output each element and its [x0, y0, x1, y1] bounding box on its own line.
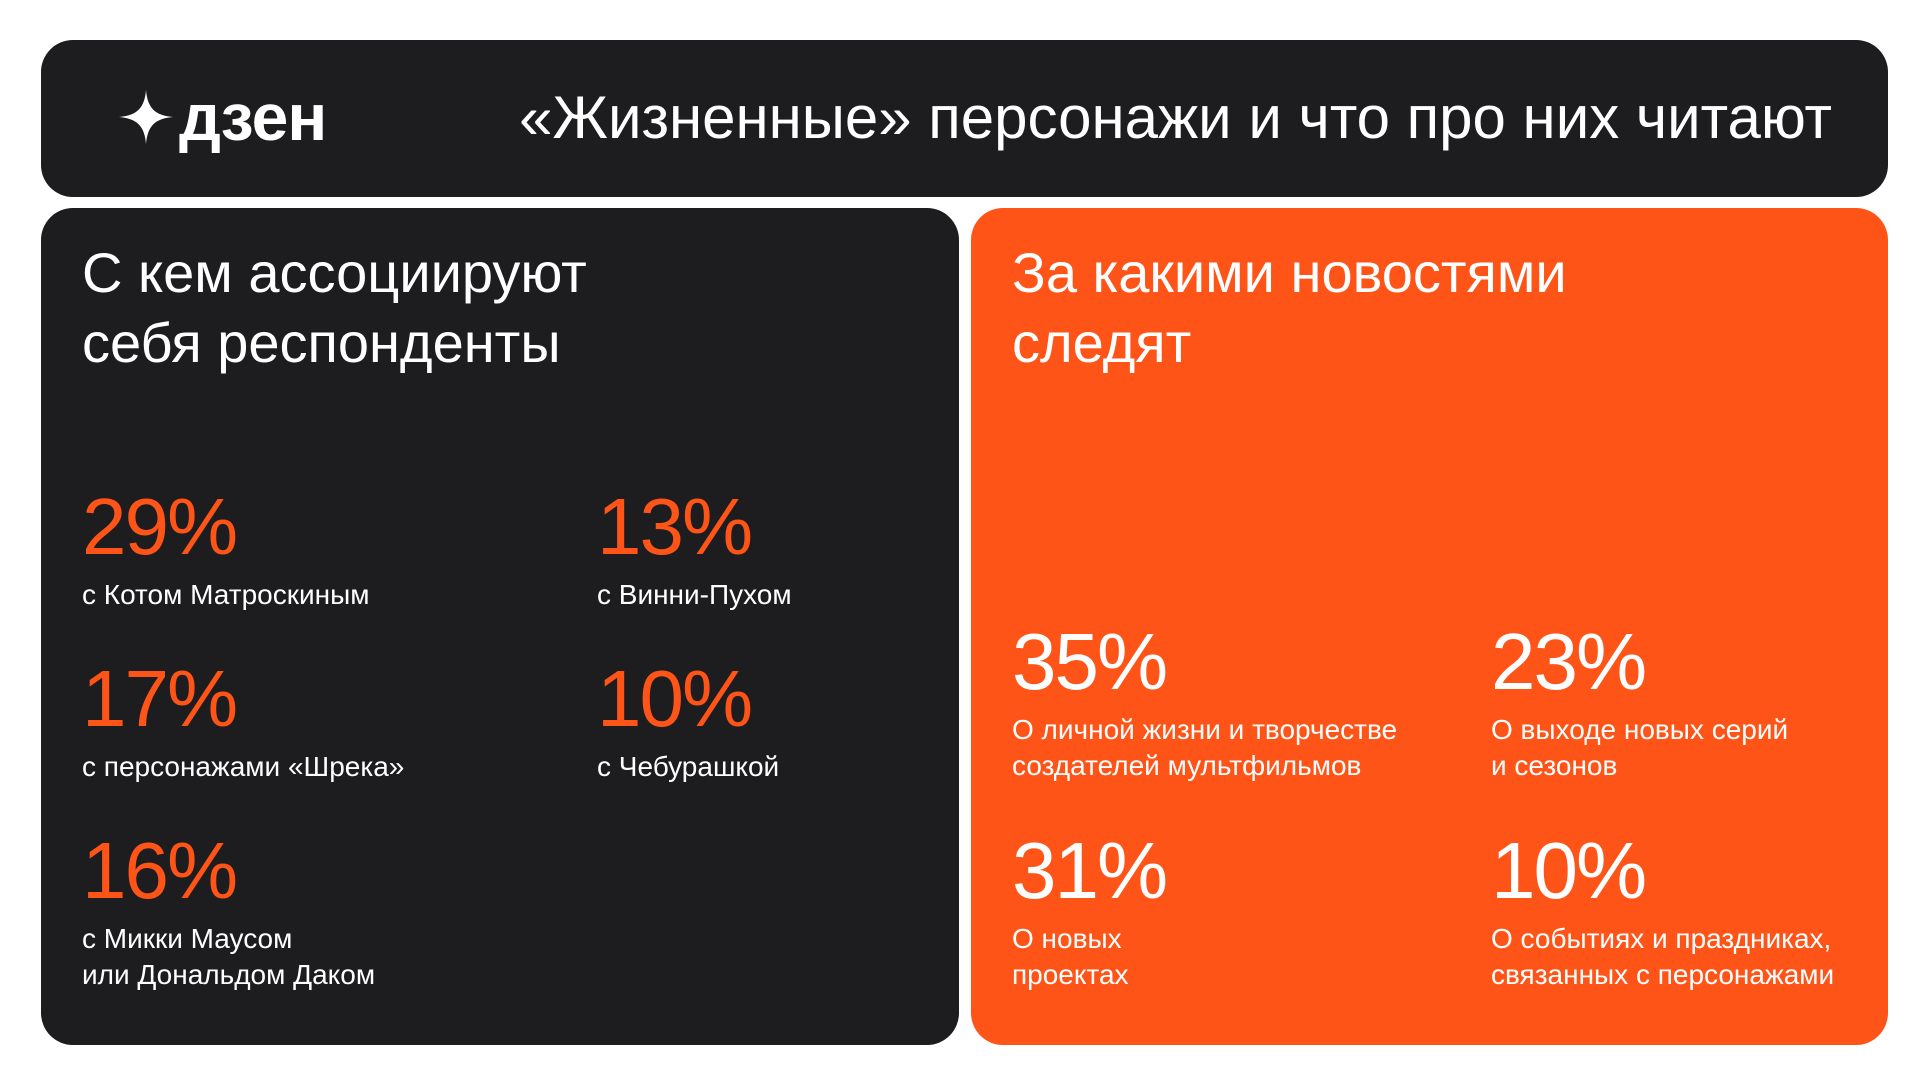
- stat-label-line: проектах: [1012, 959, 1129, 990]
- associations-title-line: С кем ассоциируют: [82, 241, 587, 304]
- news-title: За какими новостями следят: [1012, 238, 1567, 378]
- stat-value: 16%: [82, 826, 238, 915]
- stat-label-line: или Дональдом Даком: [82, 959, 376, 990]
- stat-label-line: с Котом Матроскиным: [82, 579, 370, 610]
- stat-new-episodes: 23% О выходе новых серий и сезонов: [1491, 618, 1788, 784]
- stat-label-line: и сезонов: [1491, 750, 1618, 781]
- stat-matroskin: 29% с Котом Матроскиным: [82, 483, 369, 613]
- stat-mickey-donald: 16% с Микки Маусом или Дональдом Даком: [82, 827, 375, 993]
- stat-value: 17%: [82, 654, 238, 743]
- stat-label: О новых проектах: [1012, 921, 1166, 993]
- stat-new-projects: 31% О новых проектах: [1012, 826, 1168, 993]
- stat-label-line: с персонажами «Шрека»: [82, 751, 405, 782]
- stat-label: с Винни-Пухом: [597, 577, 792, 613]
- stat-label: с Котом Матроскиным: [82, 577, 369, 613]
- header-bar: дзен «Жизненные» персонажи и что про них…: [41, 40, 1888, 197]
- stat-label: О личной жизни и творчестве создателей м…: [1012, 712, 1397, 784]
- stat-value: 23%: [1491, 617, 1647, 706]
- stat-value: 31%: [1012, 826, 1168, 915]
- stat-value: 10%: [1491, 826, 1647, 915]
- stat-shrek: 17% с персонажами «Шрека»: [82, 655, 404, 785]
- stat-label-line: О новых: [1012, 923, 1122, 954]
- stat-label-line: создателей мультфильмов: [1012, 750, 1362, 781]
- news-title-line: следят: [1012, 311, 1192, 374]
- sparkle-icon: [119, 90, 173, 144]
- stat-label-line: с Микки Маусом: [82, 923, 293, 954]
- logo-text: дзен: [179, 80, 327, 154]
- associations-title-line: себя респонденты: [82, 311, 561, 374]
- stat-winnie-pooh: 13% с Винни-Пухом: [597, 483, 792, 613]
- page-title: «Жизненные» персонажи и что про них чита…: [519, 84, 1832, 151]
- stat-value: 10%: [597, 654, 753, 743]
- stat-label: О событиях и праздниках, связанных с пер…: [1491, 921, 1834, 993]
- stat-label-line: связанных с персонажами: [1491, 959, 1835, 990]
- stat-label-line: О событиях и праздниках,: [1491, 923, 1832, 954]
- stat-label-line: О личной жизни и творчестве: [1012, 714, 1398, 745]
- stat-label: с Чебурашкой: [597, 749, 779, 785]
- associations-title: С кем ассоциируют себя респонденты: [82, 238, 587, 378]
- stat-creators-life: 35% О личной жизни и творчестве создател…: [1012, 618, 1397, 784]
- stat-events-holidays: 10% О событиях и праздниках, связанных с…: [1491, 827, 1834, 993]
- stat-label-line: с Чебурашкой: [597, 751, 780, 782]
- stat-label-line: О выходе новых серий: [1491, 714, 1789, 745]
- dzen-logo[interactable]: дзен: [119, 80, 327, 154]
- stat-label: О выходе новых серий и сезонов: [1491, 712, 1788, 784]
- news-title-line: За какими новостями: [1012, 241, 1567, 304]
- stat-value: 35%: [1012, 617, 1168, 706]
- stat-cheburashka: 10% с Чебурашкой: [597, 655, 779, 785]
- stat-label: с Микки Маусом или Дональдом Даком: [82, 921, 375, 993]
- stat-value: 29%: [82, 482, 238, 571]
- news-panel: За какими новостями следят 35% О личной …: [971, 208, 1888, 1045]
- associations-panel: С кем ассоциируют себя респонденты 29% с…: [41, 208, 959, 1045]
- stat-label: с персонажами «Шрека»: [82, 749, 404, 785]
- stat-value: 13%: [597, 482, 753, 571]
- stat-label-line: с Винни-Пухом: [597, 579, 792, 610]
